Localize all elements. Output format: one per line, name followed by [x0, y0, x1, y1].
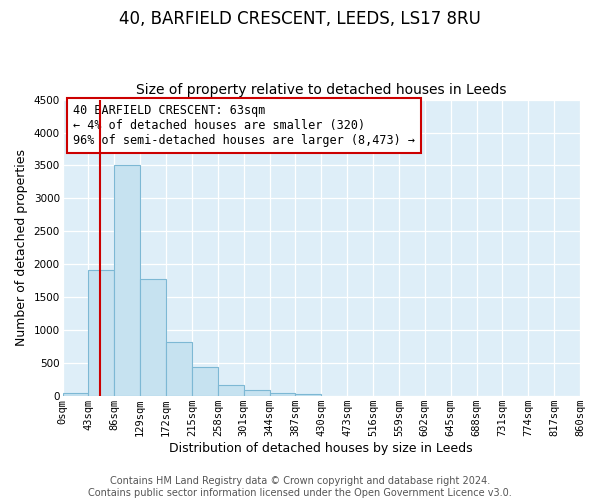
- Y-axis label: Number of detached properties: Number of detached properties: [15, 150, 28, 346]
- Text: 40 BARFIELD CRESCENT: 63sqm
← 4% of detached houses are smaller (320)
96% of sem: 40 BARFIELD CRESCENT: 63sqm ← 4% of deta…: [73, 104, 415, 147]
- Bar: [166, 342, 192, 396]
- Bar: [244, 390, 269, 396]
- X-axis label: Distribution of detached houses by size in Leeds: Distribution of detached houses by size …: [169, 442, 473, 455]
- Bar: [88, 270, 115, 396]
- Bar: [115, 166, 140, 396]
- Bar: [62, 393, 88, 396]
- Bar: [192, 366, 218, 396]
- Text: 40, BARFIELD CRESCENT, LEEDS, LS17 8RU: 40, BARFIELD CRESCENT, LEEDS, LS17 8RU: [119, 10, 481, 28]
- Bar: [140, 279, 166, 396]
- Bar: [295, 394, 321, 396]
- Text: Contains HM Land Registry data © Crown copyright and database right 2024.
Contai: Contains HM Land Registry data © Crown c…: [88, 476, 512, 498]
- Bar: [269, 393, 295, 396]
- Title: Size of property relative to detached houses in Leeds: Size of property relative to detached ho…: [136, 83, 506, 97]
- Bar: [218, 384, 244, 396]
